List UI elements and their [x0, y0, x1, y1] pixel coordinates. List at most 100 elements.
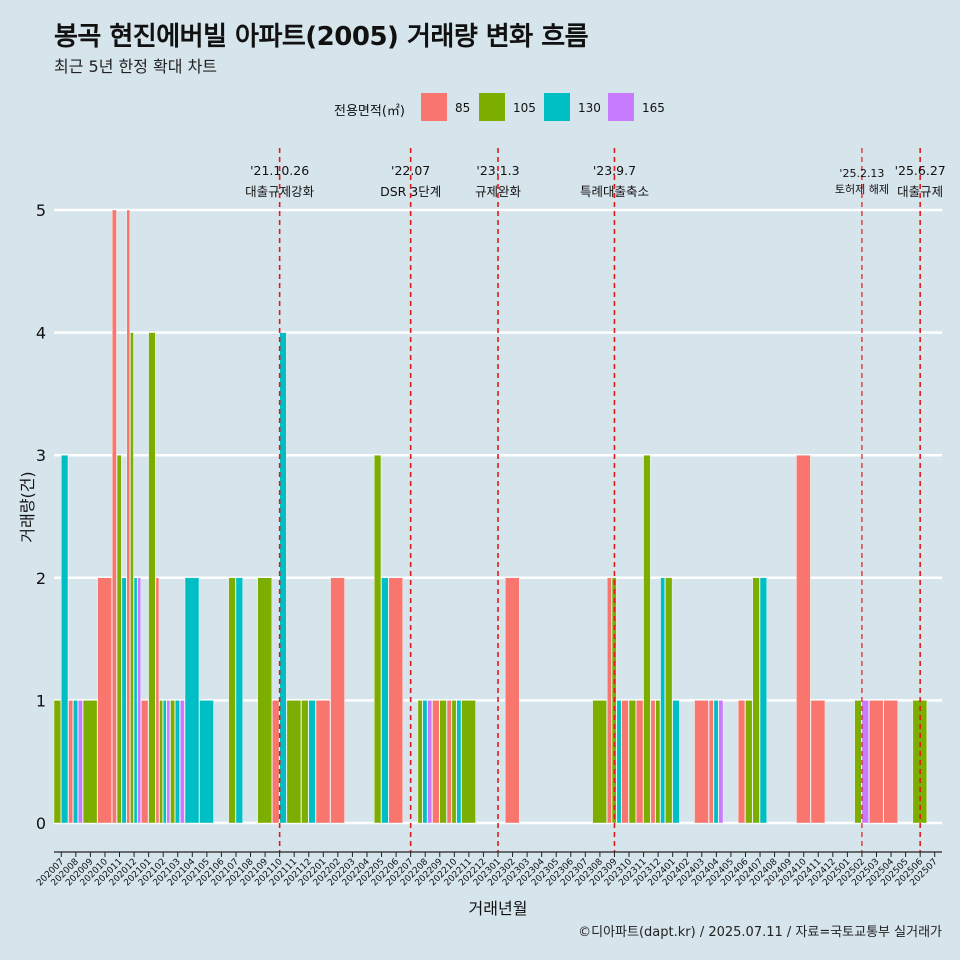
- bar-202101-105: [148, 332, 156, 824]
- y-tick-label: 5: [36, 201, 46, 220]
- bar-202406-105: [745, 700, 753, 824]
- bar-202312-105: [655, 700, 661, 824]
- bar-202105-130: [199, 700, 214, 824]
- bar-202012-130: [133, 577, 138, 824]
- bar-202209-85: [432, 700, 440, 824]
- bar-202310-85: [621, 700, 629, 824]
- bar-202308-105: [592, 700, 607, 824]
- y-tick-label: 0: [36, 814, 46, 833]
- bar-202012-165: [137, 577, 141, 824]
- bar-202107-130: [235, 577, 243, 824]
- bar-202403-85: [694, 700, 709, 824]
- bar-202503-85: [869, 700, 884, 824]
- legend-swatch-130: [544, 93, 570, 121]
- event-text-label: 특례대출축소: [580, 184, 649, 199]
- bar-202205-105: [374, 455, 382, 824]
- bar-202012-85: [126, 209, 131, 824]
- bar-202110-130: [279, 332, 287, 824]
- bar-202211-105: [461, 700, 476, 824]
- bar-202309-130: [616, 700, 622, 824]
- event-date-label: '25.6.27: [895, 163, 946, 178]
- legend-swatch-105: [479, 93, 505, 121]
- bar-202210-105: [451, 700, 457, 824]
- bar-202009-105: [82, 700, 98, 824]
- bar-202310-105: [628, 700, 636, 824]
- bar-202311-85: [636, 700, 644, 824]
- bar-202102-105: [159, 700, 163, 824]
- y-tick-label: 4: [36, 324, 46, 343]
- bar-202012-105: [130, 332, 134, 824]
- bar-202112-105: [301, 700, 309, 824]
- bar-202302-85: [505, 577, 520, 824]
- y-tick-label: 3: [36, 446, 46, 465]
- bar-202401-105: [665, 577, 673, 824]
- bar-202101-85: [141, 700, 149, 824]
- legend-label-130: 130: [578, 101, 601, 115]
- bar-202103-105: [170, 700, 175, 824]
- event-text-label: 토허제 해제: [835, 182, 889, 196]
- bar-202011-105: [116, 455, 122, 824]
- bar-202209-105: [439, 700, 447, 824]
- bar-202208-130: [422, 700, 428, 824]
- bar-202312-130: [660, 577, 666, 824]
- bar-202404-165: [718, 700, 724, 824]
- bar-202406-85: [737, 700, 746, 824]
- legend: 전용면적(㎡) 85 105 130 165: [0, 92, 960, 122]
- bar-202008-85: [68, 700, 74, 824]
- bar-202502-165: [861, 700, 869, 824]
- y-tick-label: 2: [36, 569, 46, 588]
- bar-202110-85: [272, 700, 280, 824]
- legend-label-105: 105: [513, 101, 536, 115]
- bar-202102-165: [166, 700, 171, 824]
- event-date-label: '21.10.26: [250, 163, 309, 178]
- chart-title: 봉곡 현진에버빌 아파트(2005) 거래량 변화 흐름: [54, 22, 589, 52]
- x-axis-title: 거래년월: [469, 899, 528, 918]
- event-text-label: 대출규제강화: [245, 184, 315, 199]
- bar-202109-105: [257, 577, 272, 824]
- bar-202205-130: [381, 577, 389, 824]
- legend-title: 전용면적(㎡): [334, 104, 405, 119]
- bar-202210-130: [456, 700, 462, 824]
- event-date-label: '22.07: [391, 163, 430, 178]
- bar-202407-105: [752, 577, 760, 824]
- bar-202201-85: [315, 700, 331, 824]
- event-date-label: '23.9.7: [593, 163, 636, 178]
- bar-202404-85: [708, 700, 714, 824]
- legend-label-85: 85: [455, 101, 471, 115]
- bar-202411-85: [810, 700, 826, 824]
- y-tick-label: 1: [36, 691, 46, 710]
- bar-202202-85: [330, 577, 345, 824]
- event-text-label: 규제완화: [475, 184, 522, 199]
- bar-202103-130: [175, 700, 180, 824]
- bar-202206-85: [388, 577, 403, 824]
- bar-202010-85: [97, 577, 112, 824]
- bar-202502-105: [854, 700, 862, 824]
- bar-202007-105: [53, 700, 61, 824]
- bar-202309-85: [606, 577, 612, 824]
- bar-202401-130: [672, 700, 680, 824]
- bar-202008-130: [73, 700, 78, 824]
- bar-202102-85: [155, 577, 160, 824]
- bar-202102-130: [162, 700, 167, 824]
- legend-label-165: 165: [642, 101, 665, 115]
- legend-swatch-165: [608, 93, 634, 121]
- event-text-label: DSR 3단계: [380, 184, 441, 199]
- bar-202008-165: [78, 700, 83, 824]
- bar-202011-130: [121, 577, 127, 824]
- legend-swatch-85: [421, 93, 447, 121]
- bar-202103-165: [179, 700, 185, 824]
- bar-202111-105: [286, 700, 302, 824]
- bar-202112-130: [308, 700, 316, 824]
- bar-202007-130: [61, 455, 69, 824]
- bar-202104-130: [184, 577, 200, 824]
- bar-202404-130: [713, 700, 719, 824]
- bar-202312-85: [650, 700, 656, 824]
- chart-subtitle: 최근 5년 한정 확대 차트: [54, 57, 218, 76]
- bar-202410-85: [796, 455, 811, 824]
- bar-202407-130: [759, 577, 767, 824]
- bar-202311-105: [643, 455, 651, 824]
- chart-caption: ©디아파트(dapt.kr) / 2025.07.11 / 자료=국토교통부 실…: [578, 925, 942, 940]
- y-axis-title: 거래량(건): [18, 471, 37, 542]
- event-date-label: '23.1.3: [476, 163, 519, 178]
- event-text-label: 대출규제: [897, 184, 943, 199]
